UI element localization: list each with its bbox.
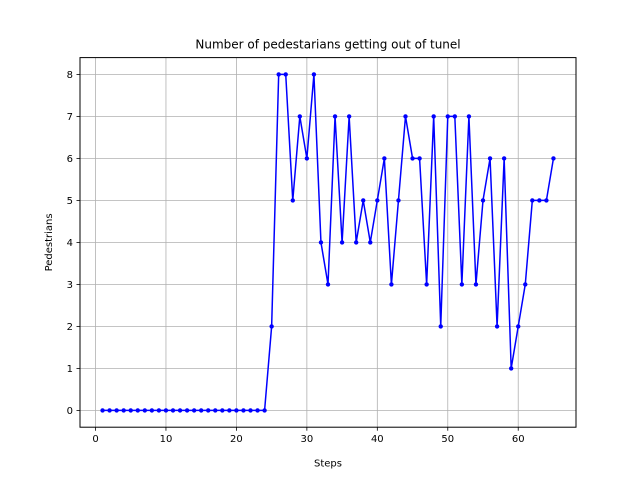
y-tick-label: 8 (67, 70, 73, 81)
data-point (163, 408, 169, 413)
data-point (114, 408, 119, 413)
data-point (135, 408, 140, 413)
data-point (241, 408, 246, 413)
data-point (368, 240, 373, 245)
data-point (551, 156, 556, 161)
y-tick-label: 2 (67, 322, 73, 333)
data-point (227, 408, 232, 413)
data-point (389, 282, 394, 287)
data-point (170, 408, 176, 413)
data-point (431, 114, 436, 119)
y-tick-label: 5 (67, 196, 73, 207)
data-point (100, 408, 105, 413)
y-tick-label: 7 (67, 112, 73, 123)
data-point (417, 156, 422, 161)
data-point (452, 114, 458, 119)
data-point (128, 408, 133, 413)
data-point (396, 198, 401, 203)
data-point (410, 156, 415, 161)
y-tick-label: 4 (67, 238, 73, 249)
x-axis-label: Steps (314, 459, 342, 470)
x-tick-label: 10 (160, 434, 173, 445)
series-layer (100, 72, 556, 413)
data-point (473, 282, 479, 287)
data-point (248, 408, 253, 413)
data-point (311, 72, 317, 77)
data-point (487, 156, 493, 161)
data-point (318, 240, 324, 245)
y-tick-label: 6 (67, 154, 73, 165)
data-point (424, 282, 429, 287)
data-point (177, 408, 183, 413)
data-point (501, 156, 507, 161)
data-point (107, 408, 112, 413)
data-point (382, 156, 387, 161)
data-point (269, 324, 274, 329)
data-point (255, 408, 260, 413)
data-point (375, 198, 380, 203)
data-point (339, 240, 345, 245)
x-tick-label: 0 (92, 434, 98, 445)
data-point (403, 114, 408, 119)
data-point (523, 282, 528, 287)
data-point (262, 408, 267, 413)
x-tick-label: 20 (230, 434, 243, 445)
data-point (191, 408, 197, 413)
data-point (184, 408, 190, 413)
y-tick-label: 1 (67, 364, 73, 375)
data-point (466, 114, 472, 119)
y-axis-label: Pedestrians (44, 213, 55, 271)
ticks: 0 10 20 30 40 50 60 0 1 2 3 4 5 6 7 8 (67, 70, 525, 445)
data-point (516, 324, 521, 329)
data-point (283, 72, 288, 77)
chart-title: Number of pedestarians getting out of tu… (195, 38, 460, 52)
data-point (290, 198, 295, 203)
data-point (537, 198, 542, 203)
data-point (276, 72, 281, 77)
data-point (508, 366, 514, 371)
data-point (198, 408, 204, 413)
x-tick-label: 60 (512, 434, 525, 445)
data-point (530, 198, 535, 203)
data-point (445, 114, 450, 119)
data-point (332, 114, 338, 119)
x-tick-label: 30 (300, 434, 313, 445)
data-point (544, 198, 549, 203)
data-point (121, 408, 126, 413)
data-point (206, 408, 211, 413)
data-point (213, 408, 218, 413)
data-point (149, 408, 155, 413)
data-point (325, 282, 331, 287)
x-tick-label: 50 (441, 434, 454, 445)
data-point (438, 324, 443, 329)
x-tick-label: 40 (371, 434, 384, 445)
data-point (234, 408, 239, 413)
data-point (353, 240, 359, 245)
data-point (156, 408, 162, 413)
data-point (361, 198, 366, 203)
data-point (220, 408, 225, 413)
data-point (297, 114, 303, 119)
data-point (346, 114, 352, 119)
y-tick-label: 3 (67, 280, 73, 291)
data-point (304, 156, 310, 161)
data-point (459, 282, 465, 287)
data-point (142, 408, 148, 413)
data-point (494, 324, 500, 329)
y-tick-label: 0 (67, 406, 73, 417)
data-point (480, 198, 486, 203)
